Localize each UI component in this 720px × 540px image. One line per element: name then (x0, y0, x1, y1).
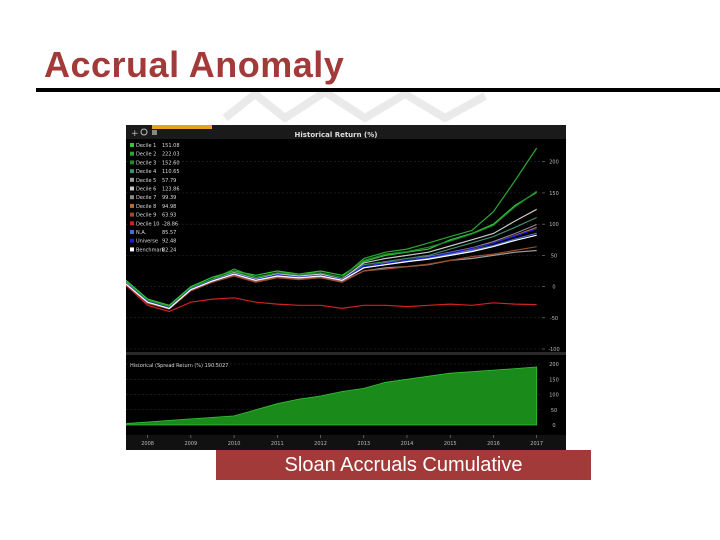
legend-name: Decile 3 (136, 160, 156, 166)
legend-swatch (130, 238, 134, 243)
legend-name: Decile 4 (136, 169, 156, 175)
legend-value: 63.93 (162, 213, 176, 219)
x-tick-label: 2017 (530, 441, 543, 447)
bloomberg-terminal-screenshot: + Historical Return (%) Decile 1 151.08De… (126, 125, 566, 450)
legend-name: Decile 8 (136, 204, 156, 210)
legend-swatch (130, 143, 134, 147)
x-tick-label: 2010 (228, 441, 241, 447)
legend-value: 85.57 (162, 230, 176, 236)
spread-return-title: Historical (Spread Return (%) 190.5027 (130, 363, 228, 369)
x-tick-label: 2012 (314, 441, 327, 447)
x-tick-label: 2016 (487, 441, 500, 447)
y-tick-label: 50 (551, 408, 557, 414)
legend-swatch (130, 212, 134, 217)
toolbar: + (126, 125, 566, 139)
y-tick-label: 150 (549, 191, 559, 197)
panel-divider (126, 352, 566, 355)
zoom-icon[interactable] (140, 128, 148, 136)
legend-swatch (130, 203, 134, 208)
plus-icon[interactable]: + (131, 129, 139, 139)
series-line (126, 191, 538, 306)
legend-swatch (130, 230, 134, 234)
y-tick-label: -100 (548, 347, 559, 353)
legend: Decile 1 151.08 Decile 2 222.03 Decile 3 152.… (130, 143, 180, 253)
x-tick-label: 2008 (141, 441, 154, 447)
y-tick-label: 200 (549, 160, 559, 166)
x-tick-label: 2011 (271, 441, 284, 447)
spread-area (126, 366, 538, 426)
y-tick-label: 50 (551, 253, 557, 259)
legend-name: Universe (136, 239, 158, 245)
legend-name: Decile 5 (136, 178, 156, 184)
legend-value: 82.24 (162, 247, 176, 253)
y-tick-label: 100 (549, 393, 559, 399)
legend-name: N.A. (136, 230, 147, 236)
title-underline (36, 88, 720, 92)
legend-value: 92.48 (162, 239, 176, 245)
x-tick-label: 2009 (184, 441, 197, 447)
legend-name: Decile 2 (136, 152, 156, 158)
ghost-watermark (222, 88, 487, 122)
x-axis-strip (126, 435, 566, 450)
legend-name: Decile 7 (136, 195, 156, 201)
settings-icon[interactable] (152, 130, 157, 135)
legend-swatch (130, 160, 134, 165)
x-ticks: 2008 2009 2010 2011 2012 2013 2014 2015 2016 2017 (141, 435, 543, 447)
spread-area-fill (126, 366, 538, 426)
legend-value: 110.65 (162, 169, 180, 175)
legend-swatch (130, 186, 134, 191)
legend-name: Decile 1 (136, 143, 156, 149)
legend-value: -28.86 (162, 221, 178, 227)
legend-value: 123.86 (162, 187, 180, 193)
slide-title: Accrual Anomaly (44, 44, 345, 85)
x-tick-label: 2014 (401, 441, 414, 447)
legend-value: 151.08 (162, 143, 180, 149)
toolbar-accent (152, 125, 212, 129)
legend-name: Benchmark (136, 247, 165, 253)
legend-swatch (130, 247, 134, 252)
x-tick-label: 2015 (444, 441, 457, 447)
legend-value: 57.79 (162, 178, 176, 184)
legend-swatch (130, 151, 134, 156)
series-line (126, 246, 537, 310)
legend-name: Decile 6 (136, 187, 156, 193)
legend-value: 222.03 (162, 152, 180, 158)
series-line (126, 190, 538, 308)
legend-swatch (130, 169, 134, 174)
lower-y-ticks: 200 150 100 50 0 (549, 362, 559, 429)
legend-value: 152.60 (162, 160, 180, 166)
legend-name: Decile 9 (136, 213, 156, 219)
slide-caption: Sloan Accruals Cumulative (216, 450, 591, 480)
legend-value: 99.39 (162, 195, 176, 201)
legend-value: 94.98 (162, 204, 176, 210)
upper-series-lines (126, 147, 538, 313)
series-line (126, 234, 537, 310)
x-tick-label: 2013 (357, 441, 370, 447)
y-tick-label: -50 (550, 316, 558, 322)
y-tick-label: 0 (552, 423, 555, 429)
legend-swatch (130, 177, 134, 182)
y-tick-label: 0 (552, 285, 555, 291)
legend-name: Decile 10 (136, 221, 159, 227)
historical-return-title: Historical Return (%) (295, 131, 378, 139)
legend-swatch (130, 221, 134, 226)
legend-swatch (130, 195, 134, 200)
y-tick-label: 200 (549, 362, 559, 368)
y-tick-label: 150 (549, 377, 559, 383)
upper-y-ticks: 200 150 100 50 0 -50 -100 (542, 160, 560, 353)
y-tick-label: 100 (549, 222, 559, 228)
series-line (126, 284, 537, 313)
